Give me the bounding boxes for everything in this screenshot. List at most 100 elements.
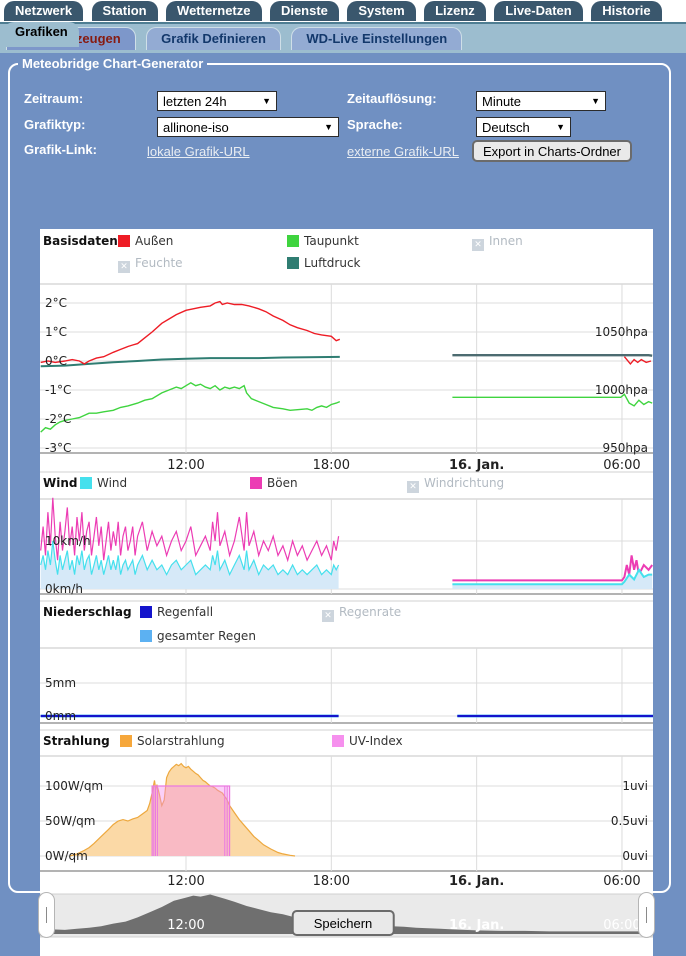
legend-item-wind[interactable]: Wind bbox=[80, 476, 127, 490]
y-axis-right-label: 950hpa bbox=[603, 441, 648, 455]
series-aussen-b bbox=[624, 357, 651, 364]
series-luftdruck-a bbox=[41, 357, 340, 366]
legend-swatch bbox=[80, 477, 92, 489]
y-axis-label: 50W/qm bbox=[45, 814, 95, 828]
tab-wetternetze[interactable]: Wetternetze bbox=[166, 1, 261, 21]
y-axis-label: -1°C bbox=[45, 383, 71, 397]
chevron-down-icon: ▼ bbox=[324, 122, 333, 132]
grafik-link-label: Grafik-Link: bbox=[24, 142, 97, 157]
tab-station[interactable]: Station bbox=[92, 1, 158, 21]
tab-live-daten[interactable]: Live-Daten bbox=[494, 1, 582, 21]
legend-label: Feuchte bbox=[135, 256, 183, 270]
local-chart-url-link[interactable]: lokale Grafik-URL bbox=[147, 144, 250, 159]
legend-label: Wind bbox=[97, 476, 127, 490]
legend-swatch bbox=[332, 735, 344, 747]
series-aussen-a bbox=[41, 302, 340, 364]
legend-item-gesamter-regen[interactable]: gesamter Regen bbox=[140, 629, 256, 643]
export-charts-button[interactable]: Export in Charts-Ordner bbox=[472, 140, 632, 162]
disabled-checkbox-icon: ✕ bbox=[472, 239, 484, 251]
x-axis-label: 12:00 bbox=[167, 458, 204, 473]
form-row-1: Zeitraum: ▼ letzten 24h Zeitauflösung: ▼… bbox=[10, 91, 669, 111]
subtab-grafik-definieren[interactable]: Grafik Definieren bbox=[146, 27, 281, 50]
y-axis-label: 100W/qm bbox=[45, 779, 103, 793]
grafiktyp-label: Grafiktyp: bbox=[24, 117, 85, 132]
grafiktyp-select[interactable]: ▼ allinone-iso bbox=[157, 117, 339, 137]
tab-netzwerk[interactable]: Netzwerk bbox=[4, 1, 83, 21]
legend-item-solarstrahlung[interactable]: Solarstrahlung bbox=[120, 734, 225, 748]
zeitaufloesung-select[interactable]: ▼ Minute bbox=[476, 91, 606, 111]
panel-title-wind: Wind bbox=[43, 476, 77, 490]
zeitraum-select[interactable]: ▼ letzten 24h bbox=[157, 91, 277, 111]
x-axis-label: 16. Jan. bbox=[449, 874, 504, 889]
legend-item-uv-index[interactable]: UV-Index bbox=[332, 734, 403, 748]
legend-item-innen[interactable]: ✕Innen bbox=[472, 234, 523, 251]
chevron-down-icon: ▼ bbox=[262, 96, 271, 106]
y-axis-label: 0°C bbox=[45, 354, 67, 368]
zeitraum-label: Zeitraum: bbox=[24, 91, 83, 106]
disabled-checkbox-icon: ✕ bbox=[407, 481, 419, 493]
x-axis-label: 18:00 bbox=[313, 458, 350, 473]
tab-historie[interactable]: Historie bbox=[591, 1, 661, 21]
y-axis-right-label: 1050hpa bbox=[595, 325, 648, 339]
y-axis-right-label: 1000hpa bbox=[595, 383, 648, 397]
x-axis-label: 06:00 bbox=[603, 874, 640, 889]
navigator-x-label: 16. Jan. bbox=[449, 918, 504, 933]
subtab-wd-live-einstellungen[interactable]: WD-Live Einstellungen bbox=[291, 27, 462, 50]
legend-label: Solarstrahlung bbox=[137, 734, 225, 748]
legend-label: Außen bbox=[135, 234, 173, 248]
legend-item-böen[interactable]: Böen bbox=[250, 476, 298, 490]
y-axis-label: 0mm bbox=[45, 709, 76, 723]
legend-label: Taupunkt bbox=[304, 234, 359, 248]
legend-item-regenfall[interactable]: Regenfall bbox=[140, 605, 213, 619]
legend-swatch bbox=[140, 630, 152, 642]
panel-title-strahlung: Strahlung bbox=[43, 734, 110, 748]
legend-swatch bbox=[287, 235, 299, 247]
zeitaufloesung-label: Zeitauflösung: bbox=[347, 91, 437, 106]
tab-lizenz[interactable]: Lizenz bbox=[424, 1, 486, 21]
sub-tab-bar: Grafik Erzeugen Grafik Definieren WD-Liv… bbox=[0, 24, 686, 53]
legend-swatch bbox=[120, 735, 132, 747]
legend-label: Regenrate bbox=[339, 605, 401, 619]
legend-item-luftdruck[interactable]: Luftdruck bbox=[287, 256, 361, 270]
legend-swatch bbox=[118, 235, 130, 247]
form-row-3: Grafik-Link: lokale Grafik-URL externe G… bbox=[10, 142, 669, 162]
y-axis-label: 2°C bbox=[45, 296, 67, 310]
series-luftdruck-b bbox=[452, 355, 652, 356]
x-axis-label: 18:00 bbox=[313, 874, 350, 889]
series-boeen-a bbox=[41, 498, 339, 560]
legend-item-feuchte[interactable]: ✕ Feuchte bbox=[118, 256, 183, 273]
y-axis-label: 5mm bbox=[45, 676, 76, 690]
legend-label: Regenfall bbox=[157, 605, 213, 619]
main-tab-bar: Netzwerk Station Wetternetze Dienste Sys… bbox=[0, 0, 686, 24]
y-axis-label: 0km/h bbox=[45, 582, 83, 596]
legend-swatch bbox=[250, 477, 262, 489]
panel-title-basisdaten: Basisdaten bbox=[43, 234, 118, 248]
sprache-select[interactable]: ▼ Deutsch bbox=[476, 117, 571, 137]
tab-dienste[interactable]: Dienste bbox=[270, 1, 339, 21]
legend-item-regenrate[interactable]: ✕Regenrate bbox=[322, 605, 401, 622]
external-chart-url-link[interactable]: externe Grafik-URL bbox=[347, 144, 459, 159]
save-button[interactable]: Speichern bbox=[292, 910, 395, 936]
chart-area: 2°C1°C0°C-1°C-2°C-3°C1050hpa1000hpa950hp… bbox=[40, 229, 653, 956]
series-uv-index-fill bbox=[152, 786, 230, 856]
navigator-x-label: 12:00 bbox=[167, 918, 204, 933]
navigator-right-handle[interactable] bbox=[638, 892, 655, 938]
legend-item-außen[interactable]: Außen bbox=[118, 234, 173, 248]
tab-system[interactable]: System bbox=[347, 1, 415, 21]
y-axis-label: -2°C bbox=[45, 412, 71, 426]
x-axis-label: 16. Jan. bbox=[449, 458, 504, 473]
legend-item-taupunkt[interactable]: Taupunkt bbox=[287, 234, 359, 248]
legend-label: UV-Index bbox=[349, 734, 403, 748]
fieldset-title: Meteobridge Chart-Generator bbox=[18, 56, 207, 71]
x-axis-label: 06:00 bbox=[603, 458, 640, 473]
legend-label: Windrichtung bbox=[424, 476, 504, 490]
chevron-down-icon: ▼ bbox=[591, 96, 600, 106]
tab-grafiken[interactable]: Grafiken bbox=[4, 22, 79, 47]
disabled-checkbox-icon: ✕ bbox=[118, 261, 130, 273]
charts-svg: 2°C1°C0°C-1°C-2°C-3°C1050hpa1000hpa950hp… bbox=[40, 229, 653, 956]
y-axis-right-label: 0.5uvi bbox=[611, 814, 648, 828]
legend-swatch bbox=[287, 257, 299, 269]
legend-item-windrichtung[interactable]: ✕ Windrichtung bbox=[407, 476, 504, 493]
navigator-left-handle[interactable] bbox=[38, 892, 55, 938]
y-axis-label: 10km/h bbox=[45, 534, 91, 548]
